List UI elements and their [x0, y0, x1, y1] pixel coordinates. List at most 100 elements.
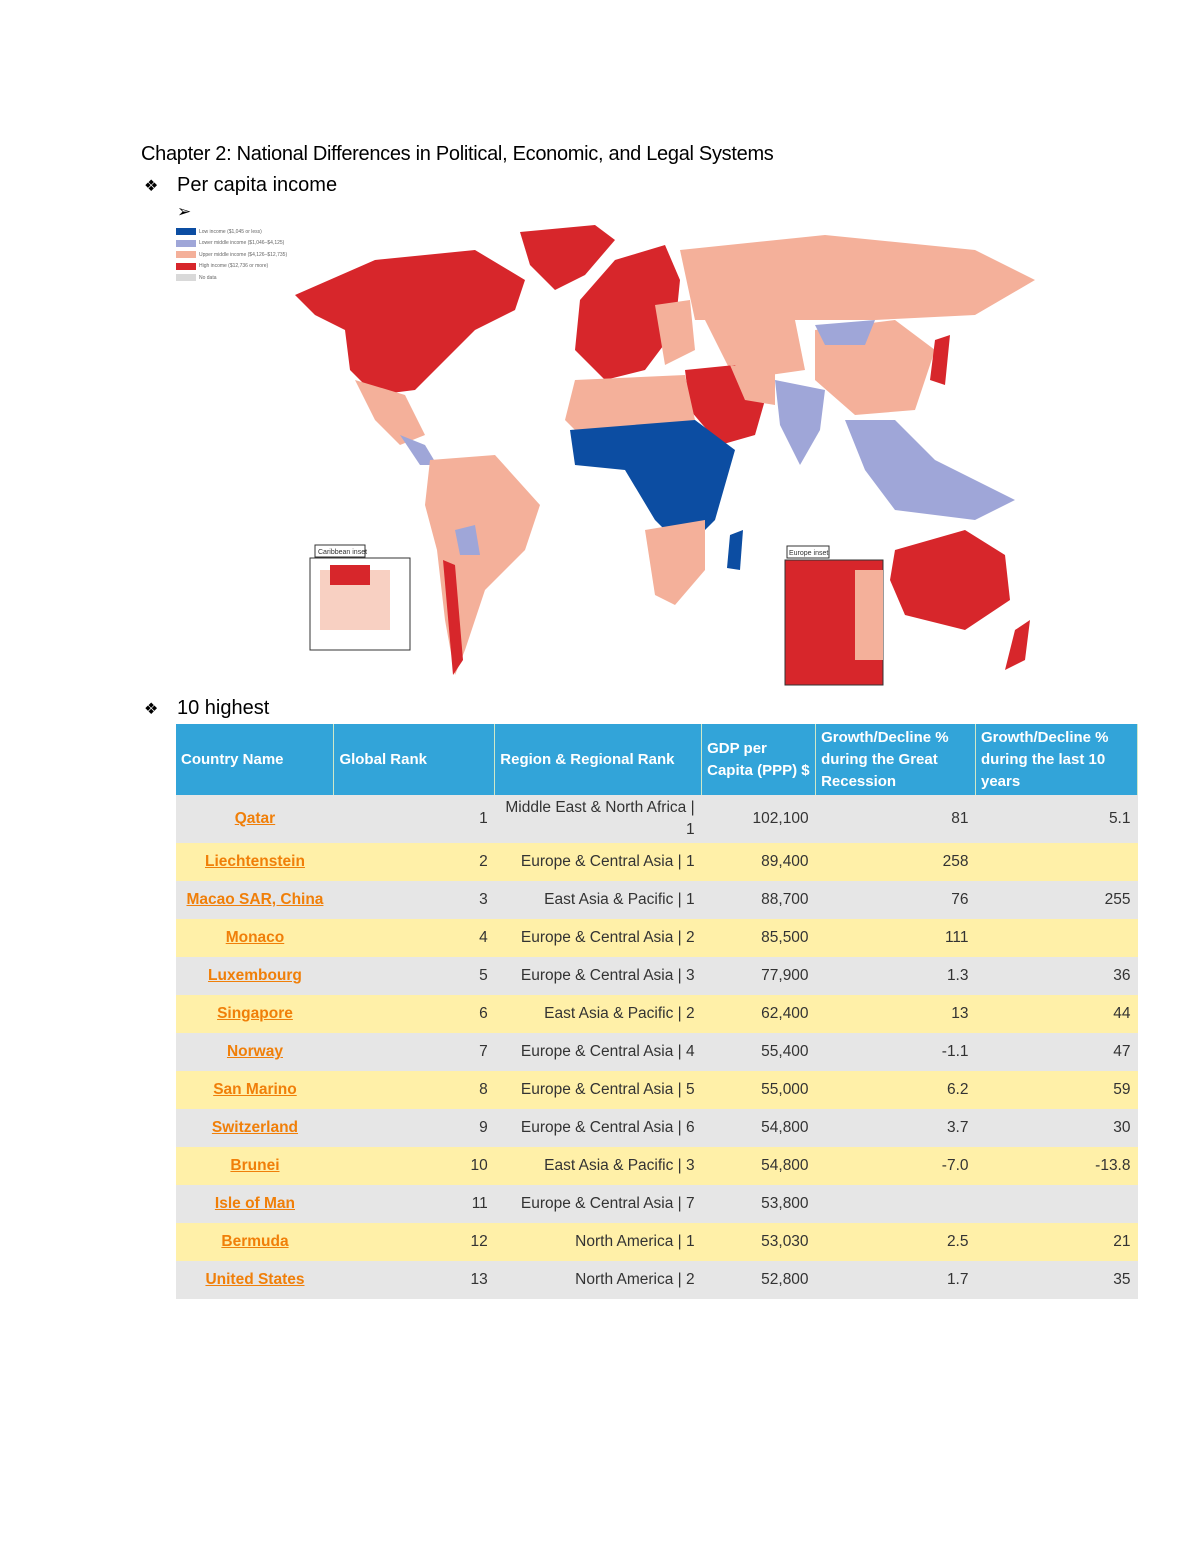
column-header: GDP per Capita (PPP) $: [701, 724, 817, 795]
region-cell: Europe & Central Asia | 1: [494, 843, 702, 881]
gdp-cell: 88,700: [701, 881, 816, 919]
map-mexico: [355, 380, 425, 445]
region-cell: North America | 2: [494, 1261, 702, 1299]
gdp-cell: 53,800: [701, 1185, 816, 1223]
rank-cell: 6: [333, 995, 495, 1033]
country-cell: Isle of Man: [176, 1185, 334, 1223]
gdp-cell: 85,500: [701, 919, 816, 957]
gdp-cell: 55,000: [701, 1071, 816, 1109]
gdp-cell: 54,800: [701, 1147, 816, 1185]
gdp-cell: 77,900: [701, 957, 816, 995]
column-header: Region & Regional Rank: [494, 724, 703, 795]
country-cell: Switzerland: [176, 1109, 334, 1147]
europe-inset-label: Europe inset: [789, 550, 828, 557]
recession-growth-cell: 111: [815, 919, 976, 957]
recession-growth-cell: 81: [815, 795, 976, 843]
rank-cell: 5: [333, 957, 495, 995]
rank-cell: 13: [333, 1261, 495, 1299]
bullet-per-capita: ❖ Per capita income: [144, 174, 338, 196]
recession-growth-cell: [815, 1185, 976, 1223]
country-cell: Singapore: [176, 995, 334, 1033]
rank-cell: 7: [333, 1033, 495, 1071]
rank-cell: 4: [333, 919, 495, 957]
rank-cell: 3: [333, 881, 495, 919]
recession-growth-cell: 258: [815, 843, 976, 881]
rank-cell: 1: [333, 795, 495, 843]
gdp-cell: 52,800: [701, 1261, 816, 1299]
country-link[interactable]: Qatar: [234, 810, 276, 827]
rank-cell: 2: [333, 843, 495, 881]
recession-growth-cell: 1.7: [815, 1261, 976, 1299]
recession-growth-cell: 13: [815, 995, 976, 1033]
table-row: San Marino 8 Europe & Central Asia | 5 55,0…: [176, 1071, 1138, 1109]
legend-item: Low income ($1,045 or less): [176, 226, 287, 238]
country-link[interactable]: Singapore: [217, 1005, 293, 1022]
country-link[interactable]: Isle of Man: [214, 1195, 296, 1212]
country-link[interactable]: Brunei: [230, 1157, 280, 1174]
country-cell: Qatar: [176, 795, 334, 843]
decade-growth-cell: 21: [975, 1223, 1138, 1261]
country-link[interactable]: Liechtenstein: [205, 853, 305, 870]
country-link[interactable]: United States: [205, 1271, 305, 1288]
bullet-highest: ❖ 10 highest: [144, 697, 270, 719]
recession-growth-cell: -7.0: [815, 1147, 976, 1185]
decade-growth-cell: 30: [975, 1109, 1138, 1147]
map-southeast-asia: [845, 420, 1015, 520]
diamond-bullet-icon: ❖: [144, 700, 159, 718]
gdp-cell: 55,400: [701, 1033, 816, 1071]
map-iran: [730, 365, 775, 405]
region-cell: Europe & Central Asia | 4: [494, 1033, 702, 1071]
decade-growth-cell: 5.1: [975, 795, 1138, 843]
country-cell: Luxembourg: [176, 957, 334, 995]
legend-item: Upper middle income ($4,126–$12,735): [176, 249, 287, 261]
decade-growth-cell: 44: [975, 995, 1138, 1033]
map-bolivia: [455, 525, 480, 555]
country-cell: Monaco: [176, 919, 334, 957]
recession-growth-cell: 76: [815, 881, 976, 919]
gdp-table: Country Name Global Rank Region & Regional…: [176, 724, 1138, 1299]
table-row: Isle of Man 11 Europe & Central Asia | 7 53…: [176, 1185, 1138, 1223]
table-row: Qatar 1 Middle East & North Africa | 1 102,…: [176, 795, 1138, 843]
table-row: Monaco 4 Europe & Central Asia | 2 85,500 11…: [176, 919, 1138, 957]
region-cell: Europe & Central Asia | 5: [494, 1071, 702, 1109]
world-income-map: Caribbean inset Europe inset: [295, 225, 1035, 686]
country-link[interactable]: San Marino: [213, 1081, 297, 1098]
table-row: Bermuda 12 North America | 1 53,030 2.5 21: [176, 1223, 1138, 1261]
country-cell: Brunei: [176, 1147, 334, 1185]
table-row: Luxembourg 5 Europe & Central Asia | 3 77,9…: [176, 957, 1138, 995]
rank-cell: 11: [333, 1185, 495, 1223]
gdp-cell: 89,400: [701, 843, 816, 881]
rank-cell: 8: [333, 1071, 495, 1109]
column-header: Growth/Decline % during the last 10 year…: [975, 724, 1138, 795]
recession-growth-cell: 3.7: [815, 1109, 976, 1147]
country-link[interactable]: Macao SAR, China: [186, 891, 324, 908]
decade-growth-cell: 47: [975, 1033, 1138, 1071]
table-row: Singapore 6 East Asia & Pacific | 2 62,400 1…: [176, 995, 1138, 1033]
gdp-cell: 102,100: [701, 795, 816, 843]
map-australia: [890, 530, 1010, 630]
country-link[interactable]: Switzerland: [211, 1119, 299, 1136]
region-cell: Europe & Central Asia | 7: [494, 1185, 702, 1223]
country-link[interactable]: Bermuda: [221, 1233, 289, 1250]
decade-growth-cell: [975, 843, 1138, 881]
decade-growth-cell: [975, 919, 1138, 957]
arrow-bullet-icon: ➢: [177, 202, 192, 221]
country-link[interactable]: Luxembourg: [208, 967, 302, 984]
caribbean-inset-label: Caribbean inset: [318, 549, 367, 556]
rank-cell: 10: [333, 1147, 495, 1185]
recession-growth-cell: 2.5: [815, 1223, 976, 1261]
map-south-america: [425, 455, 540, 675]
decade-growth-cell: -13.8: [975, 1147, 1138, 1185]
region-cell: Europe & Central Asia | 2: [494, 919, 702, 957]
country-cell: Norway: [176, 1033, 334, 1071]
map-chile: [443, 560, 463, 675]
decade-growth-cell: 59: [975, 1071, 1138, 1109]
gdp-cell: 53,030: [701, 1223, 816, 1261]
column-header: Global Rank: [333, 724, 496, 795]
map-east-europe: [655, 300, 695, 365]
country-cell: Macao SAR, China: [176, 881, 334, 919]
country-link[interactable]: Monaco: [225, 929, 285, 946]
country-link[interactable]: Norway: [226, 1043, 283, 1060]
